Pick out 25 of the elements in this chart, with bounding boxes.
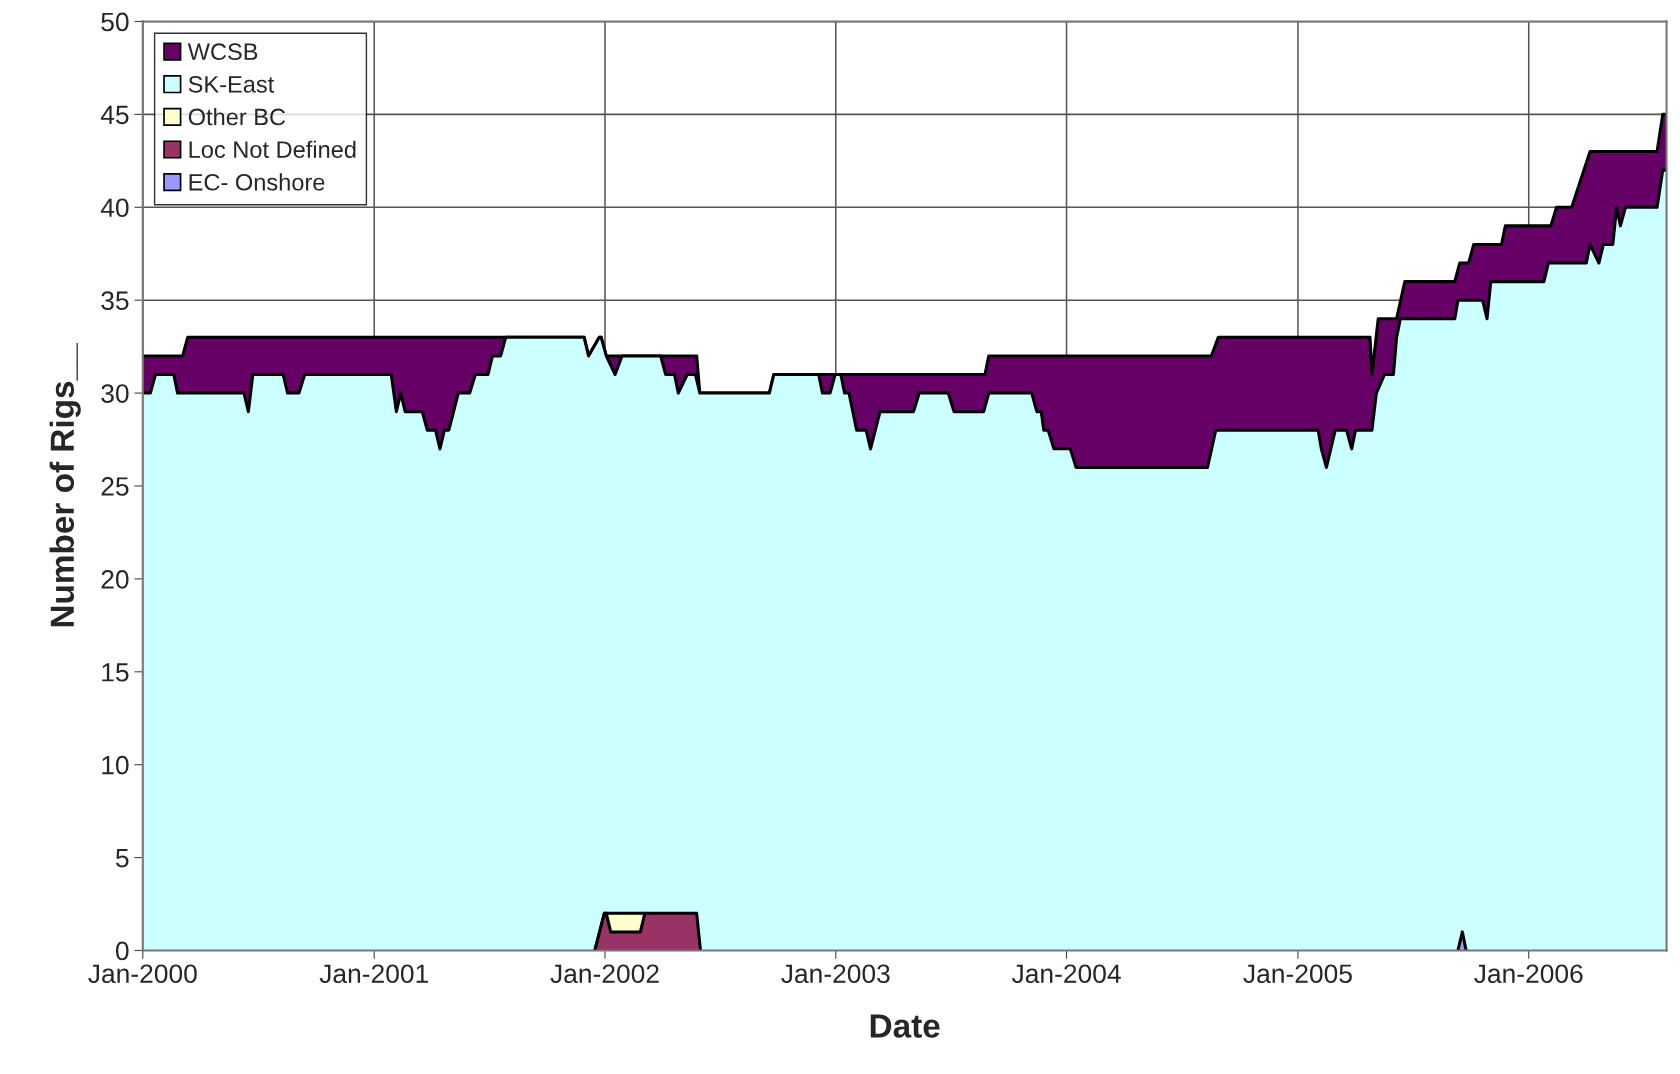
x-tick-label: Jan-2006 bbox=[1474, 964, 1583, 984]
y-tick-label: 25 bbox=[101, 477, 129, 496]
x-axis-title: Date bbox=[870, 1014, 940, 1038]
legend-label: Other BC bbox=[188, 108, 286, 126]
x-tick-label: Jan-2002 bbox=[550, 964, 659, 984]
x-tick-label: Jan-2005 bbox=[1243, 964, 1352, 984]
x-tick-label: Jan-2001 bbox=[319, 964, 428, 984]
y-tick-label: 0 bbox=[115, 941, 129, 961]
x-tick-label: Jan-2004 bbox=[1011, 964, 1121, 984]
y-tick-label: 20 bbox=[101, 570, 129, 589]
y-tick-label: 35 bbox=[101, 291, 129, 310]
y-tick-label: 15 bbox=[102, 663, 129, 682]
y-tick-label: 40 bbox=[100, 198, 129, 218]
x-tick-label: Jan-2000 bbox=[88, 964, 197, 984]
legend-label: SK-East bbox=[188, 75, 275, 93]
y-tick-label: 10 bbox=[102, 755, 129, 775]
y-tick-label: 50 bbox=[101, 12, 129, 32]
y-tick-label: 5 bbox=[115, 849, 129, 868]
legend-label: WCSB bbox=[187, 43, 258, 61]
x-tick-label: Jan-2003 bbox=[781, 964, 890, 984]
legend-label: EC- Onshore bbox=[189, 173, 325, 191]
y-tick-label: 30 bbox=[101, 384, 129, 403]
legend-label: Loc Not Defined bbox=[189, 140, 356, 158]
y-tick-label: 45 bbox=[100, 105, 129, 125]
y-axis-title: Number of Rigs__ bbox=[49, 343, 81, 627]
